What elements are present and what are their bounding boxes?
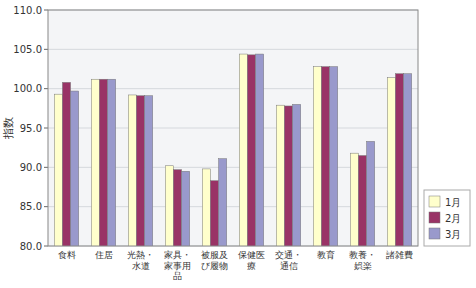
chart-container: 80.0 85.0 90.0 95.0 100.0 105.0 110.0 指数食料 住居 光熱・… bbox=[0, 0, 476, 288]
y-tick-label: 105.0 bbox=[13, 44, 42, 55]
legend-box bbox=[424, 190, 470, 246]
chart: 80.0 85.0 90.0 95.0 100.0 105.0 110.0 指数食料 住居 光熱・… bbox=[0, 0, 476, 288]
bar bbox=[219, 159, 227, 246]
bar bbox=[276, 105, 284, 246]
bars bbox=[54, 54, 411, 246]
legend-swatch bbox=[429, 228, 440, 239]
y-axis-label: 指数 bbox=[2, 117, 15, 140]
y-tick bbox=[44, 49, 48, 50]
y-tick-label: 90.0 bbox=[20, 162, 42, 173]
y-tick-label: 85.0 bbox=[20, 201, 42, 212]
x-tick-label: 保健医療 bbox=[238, 250, 265, 271]
bar bbox=[182, 171, 190, 246]
x-tick-label: 教育 bbox=[317, 250, 335, 260]
x-tick-label: 諸雑費 bbox=[386, 250, 413, 260]
plot-frame bbox=[48, 10, 418, 246]
x-tick-label: 住居 bbox=[95, 250, 113, 260]
legend-label: 2月 bbox=[445, 213, 461, 224]
bar bbox=[330, 67, 338, 246]
bar bbox=[284, 106, 292, 246]
bar bbox=[313, 67, 321, 246]
x-tick-label: 光熱・水道 bbox=[127, 250, 154, 271]
legend-label: 3月 bbox=[445, 229, 461, 240]
x-tick-label: 教養・娯楽 bbox=[349, 250, 376, 271]
bar bbox=[321, 67, 329, 246]
bar bbox=[165, 166, 173, 246]
bar bbox=[367, 141, 375, 246]
bar bbox=[395, 74, 403, 246]
bar bbox=[293, 104, 301, 246]
y-tick-label: 80.0 bbox=[20, 241, 42, 252]
bar bbox=[358, 156, 366, 246]
bar bbox=[136, 96, 144, 246]
y-tick bbox=[44, 128, 48, 129]
legend-swatch bbox=[429, 196, 440, 207]
bar bbox=[173, 170, 181, 246]
legend: 1月 2月 3月 bbox=[424, 190, 470, 246]
bar bbox=[108, 79, 116, 246]
y-tick bbox=[44, 206, 48, 207]
y-tick bbox=[44, 246, 48, 247]
y-tick bbox=[44, 10, 48, 11]
bar bbox=[210, 181, 218, 246]
bar bbox=[128, 95, 136, 246]
bar bbox=[387, 78, 395, 246]
bar bbox=[239, 54, 247, 246]
bar bbox=[54, 94, 62, 246]
bar bbox=[71, 91, 79, 246]
x-tick-label: 被服及び履物 bbox=[201, 250, 228, 271]
bar bbox=[62, 82, 70, 246]
bar bbox=[350, 153, 358, 246]
x-tick-label: 交通・通信 bbox=[275, 250, 302, 271]
bar bbox=[202, 169, 210, 246]
x-tick-label: 食料 bbox=[58, 250, 76, 260]
legend-label: 1月 bbox=[445, 197, 461, 208]
grid-line bbox=[48, 49, 418, 50]
y-tick bbox=[44, 167, 48, 168]
y-tick bbox=[44, 88, 48, 89]
bar bbox=[247, 55, 255, 246]
y-tick-label: 100.0 bbox=[13, 83, 42, 94]
legend-swatch bbox=[429, 212, 440, 223]
bar bbox=[91, 79, 99, 246]
bar bbox=[145, 96, 153, 246]
bar bbox=[256, 54, 264, 246]
bar bbox=[404, 74, 412, 246]
y-tick-label: 95.0 bbox=[20, 123, 42, 134]
y-tick-label: 110.0 bbox=[13, 5, 42, 16]
x-tick-label: 家具・家事用品 bbox=[164, 250, 191, 281]
bar bbox=[99, 79, 107, 246]
